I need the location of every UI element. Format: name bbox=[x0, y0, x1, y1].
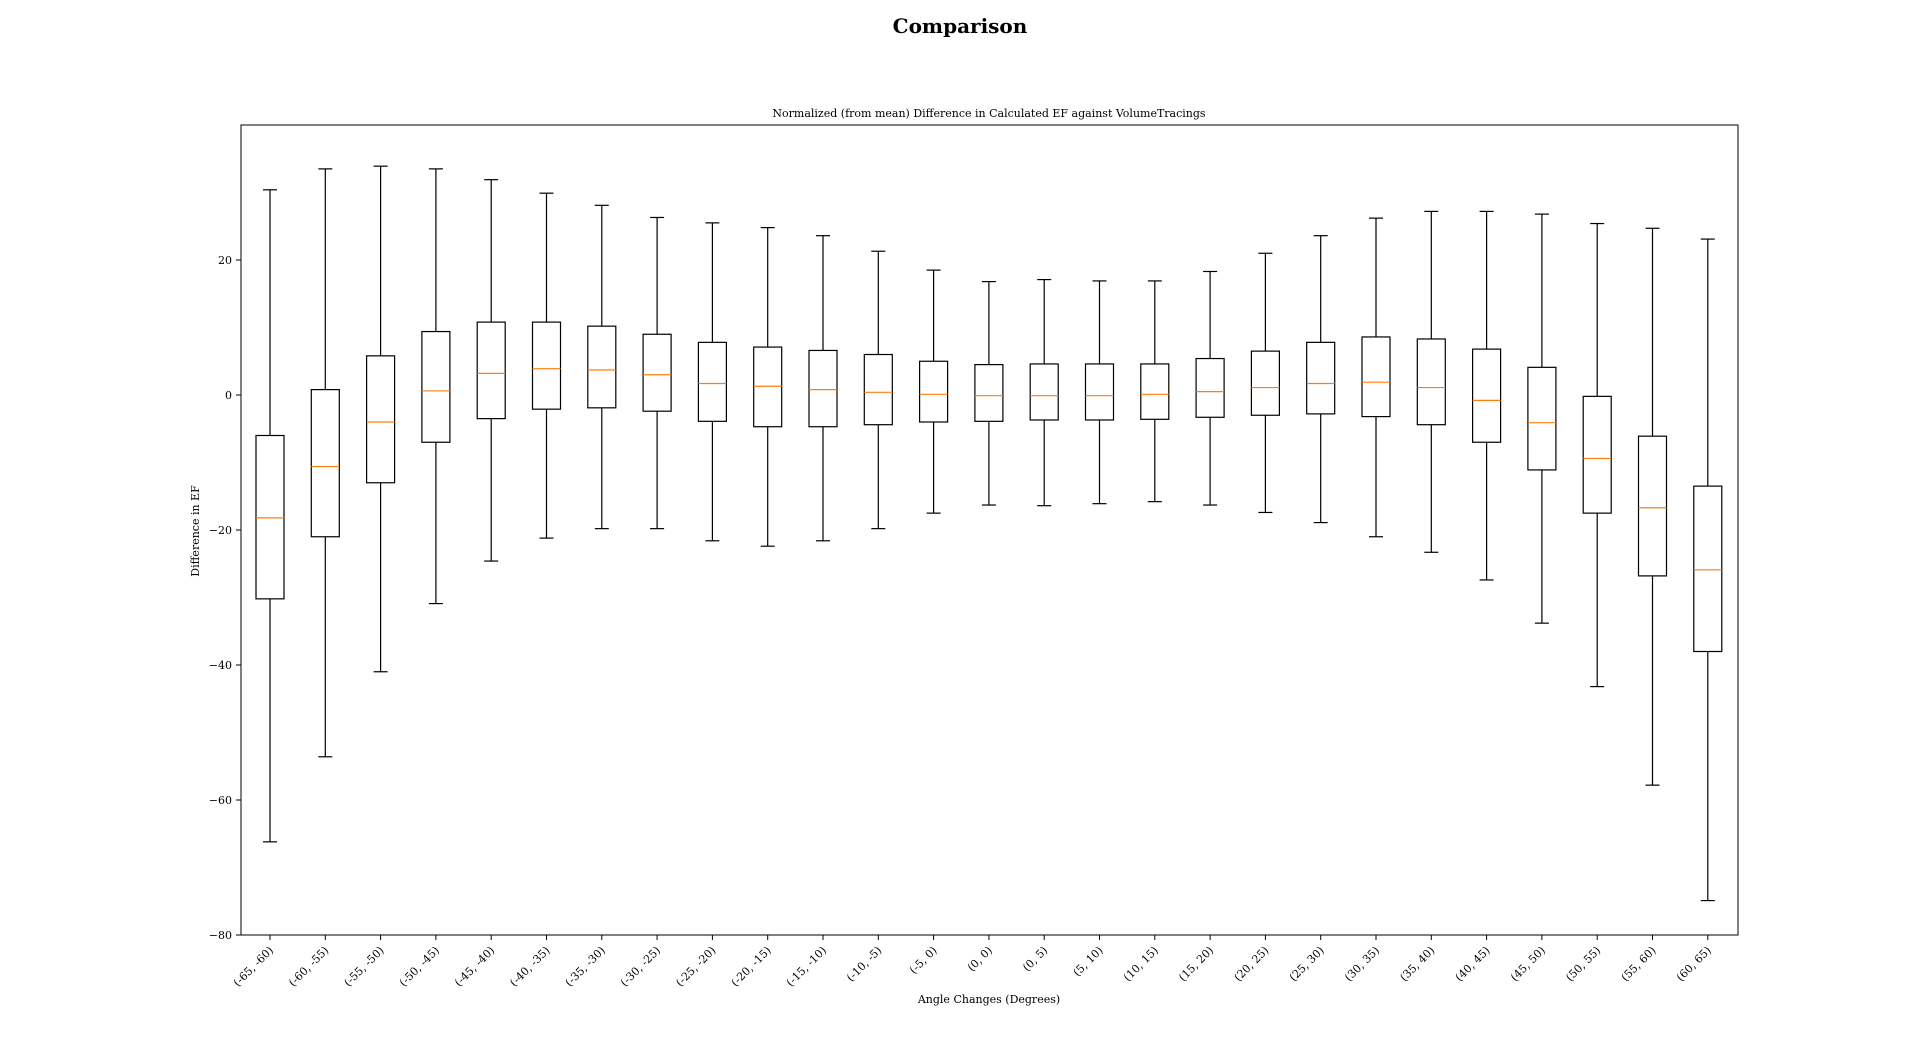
x-tick-label: (-35, -30) bbox=[563, 944, 608, 989]
box-group bbox=[808, 235, 838, 542]
box-group bbox=[366, 165, 396, 673]
x-tick-label: (-5, 0) bbox=[907, 944, 940, 977]
box bbox=[421, 330, 451, 443]
x-tick-label: (45, 50) bbox=[1508, 944, 1548, 984]
y-tick-label: 0 bbox=[225, 389, 232, 402]
x-tick-label: (-15, -10) bbox=[784, 944, 829, 989]
plot-title: Normalized (from mean) Difference in Cal… bbox=[772, 107, 1206, 120]
box bbox=[310, 389, 340, 538]
x-tick-label: (-40, -35) bbox=[507, 944, 552, 989]
box-group bbox=[1140, 280, 1170, 503]
box bbox=[697, 341, 728, 422]
box bbox=[753, 346, 783, 428]
box-group bbox=[1582, 222, 1612, 688]
box-group bbox=[1306, 235, 1336, 524]
box-group bbox=[1527, 213, 1557, 624]
y-tick-label: −80 bbox=[209, 929, 232, 942]
box bbox=[808, 349, 838, 428]
box-group bbox=[1195, 270, 1225, 506]
x-tick-label: (35, 40) bbox=[1397, 944, 1437, 984]
box-group bbox=[531, 192, 562, 539]
x-tick-label: (-65, -60) bbox=[231, 944, 276, 989]
x-axis-label: Angle Changes (Degrees) bbox=[917, 993, 1060, 1006]
box-group bbox=[1084, 280, 1115, 505]
box-group bbox=[697, 222, 728, 542]
box-group bbox=[421, 168, 451, 605]
x-tick-label: (-60, -55) bbox=[286, 944, 331, 989]
box bbox=[255, 434, 285, 600]
x-tick-label: (30, 35) bbox=[1342, 944, 1382, 984]
box-group bbox=[918, 269, 949, 514]
box-group bbox=[476, 179, 506, 562]
box-group bbox=[255, 189, 285, 843]
box-group bbox=[642, 216, 672, 530]
y-tick-label: 20 bbox=[218, 254, 232, 267]
box-group bbox=[974, 281, 1004, 506]
box bbox=[863, 353, 893, 426]
box bbox=[1029, 363, 1059, 421]
box-group bbox=[863, 250, 893, 530]
axes-frame bbox=[240, 124, 1739, 936]
box bbox=[1693, 485, 1723, 653]
box-group bbox=[1029, 278, 1059, 507]
y-tick-label: −40 bbox=[209, 659, 232, 672]
box bbox=[974, 364, 1004, 422]
box-group bbox=[1416, 210, 1446, 553]
box bbox=[587, 325, 617, 409]
y-axis-label: Difference in EF bbox=[189, 485, 202, 577]
x-tick-label: (-10, -5) bbox=[844, 944, 884, 984]
figure-title: Comparison bbox=[892, 14, 1028, 38]
box bbox=[1361, 336, 1391, 418]
x-tick-label: (60, 65) bbox=[1674, 944, 1714, 984]
y-tick-label: −60 bbox=[209, 794, 232, 807]
x-tick-label: (40, 45) bbox=[1453, 944, 1493, 984]
x-tick-label: (0, 0) bbox=[965, 944, 995, 974]
box bbox=[1582, 395, 1612, 514]
box bbox=[1195, 357, 1225, 418]
x-tick-label: (-50, -45) bbox=[397, 944, 442, 989]
box bbox=[476, 321, 506, 420]
x-tick-label: (-55, -50) bbox=[341, 944, 386, 989]
x-axis: (-65, -60) (-60, -55) (-55, -50) (-50, -45)… bbox=[231, 935, 1714, 989]
y-axis: −80 −60 −40 −20 0 20 bbox=[209, 254, 241, 942]
x-tick-label: (0, 5) bbox=[1020, 944, 1050, 974]
box-group bbox=[587, 204, 617, 530]
box bbox=[1250, 350, 1281, 416]
box bbox=[642, 333, 672, 412]
x-tick-label: (-30, -25) bbox=[618, 944, 663, 989]
box bbox=[1527, 366, 1557, 471]
box-group bbox=[1693, 238, 1723, 902]
y-tick-label: −20 bbox=[209, 524, 232, 537]
x-tick-label: (15, 20) bbox=[1176, 944, 1216, 984]
x-tick-label: (5, 10) bbox=[1071, 944, 1106, 979]
box-group bbox=[1637, 227, 1668, 786]
box-group bbox=[753, 227, 783, 547]
box-group bbox=[310, 168, 340, 758]
x-tick-label: (50, 55) bbox=[1563, 944, 1603, 984]
box bbox=[1140, 363, 1170, 420]
box bbox=[366, 355, 396, 484]
box bbox=[531, 321, 562, 410]
box-group bbox=[1361, 217, 1391, 538]
x-tick-label: (-45, -40) bbox=[452, 944, 497, 989]
x-tick-label: (25, 30) bbox=[1287, 944, 1327, 984]
x-tick-label: (-20, -15) bbox=[729, 944, 774, 989]
box-group bbox=[1250, 252, 1281, 514]
box bbox=[1637, 435, 1668, 577]
box bbox=[1084, 363, 1115, 421]
box-group bbox=[1471, 210, 1502, 581]
x-tick-label: (-25, -20) bbox=[673, 944, 718, 989]
x-tick-label: (55, 60) bbox=[1619, 944, 1659, 984]
box bbox=[1416, 338, 1446, 426]
x-tick-label: (20, 25) bbox=[1232, 944, 1272, 984]
plot-marks bbox=[255, 165, 1723, 902]
x-tick-label: (10, 15) bbox=[1121, 944, 1161, 984]
box bbox=[1306, 341, 1336, 415]
box bbox=[918, 360, 949, 423]
box bbox=[1471, 348, 1502, 443]
